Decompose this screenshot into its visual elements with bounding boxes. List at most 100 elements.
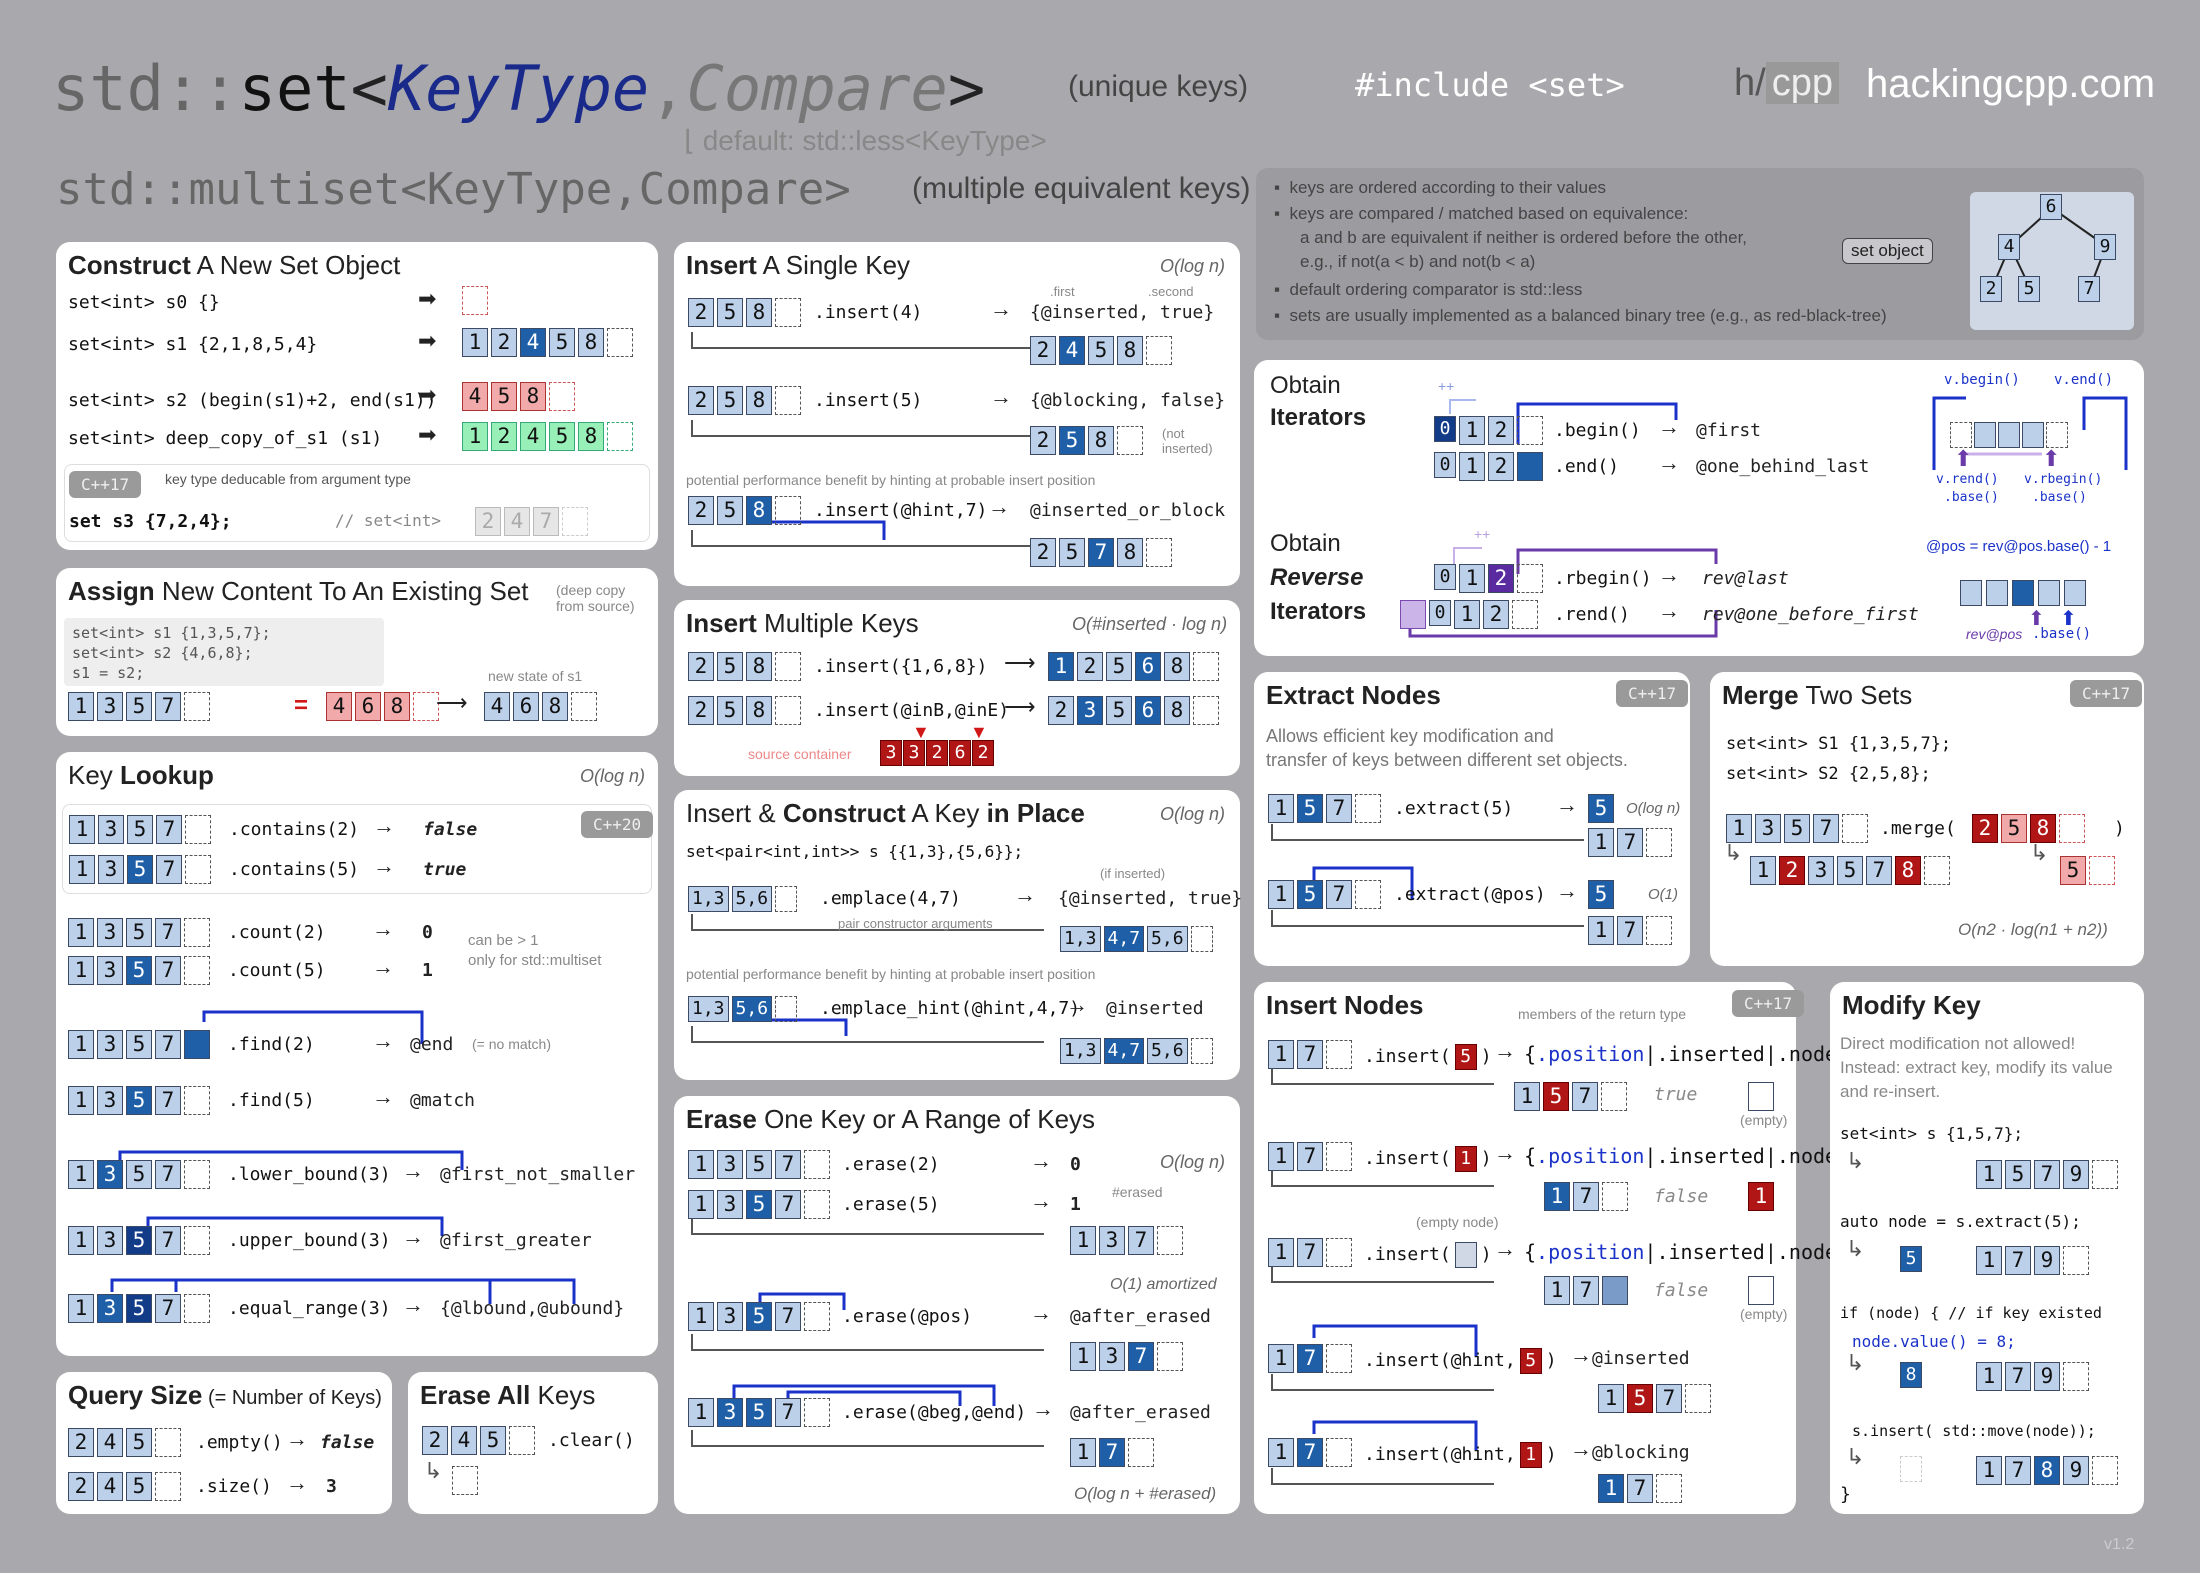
inodes-result-keys: 157. [1598, 1384, 1711, 1413]
insert-4-result: {@inserted, true} [1030, 302, 1215, 323]
assign-title-rest: New Content To An Existing Set [154, 576, 529, 606]
title-std: std:: [52, 52, 239, 125]
merge-s2-result: 5 [2060, 856, 2115, 885]
end-slot: . [155, 1472, 181, 1501]
erase-range-complexity: O(log n + #erased) [1074, 1484, 1217, 1503]
key: 7 [155, 918, 181, 947]
modify-title: Modify Key [1842, 990, 1981, 1021]
count-5-result: 1 [422, 960, 433, 981]
iter-arrows [1408, 396, 2128, 638]
cpp20-badge: C++20 [581, 811, 654, 838]
assign-title-bold: Assign [68, 576, 155, 606]
key: 1 [68, 1086, 94, 1115]
inodes-result-keys: 17. [1544, 1276, 1628, 1305]
arrow-icon: → [1494, 1236, 1516, 1261]
if-inserted-note: (if inserted) [1100, 866, 1166, 881]
erase-5-code: .erase(5) [842, 1194, 940, 1215]
key: 4 [520, 422, 546, 451]
merge-close: ) [2114, 818, 2125, 839]
key: 2 [926, 740, 948, 766]
modify-keys: 179. [1976, 1246, 2089, 1275]
end-slot: . [571, 692, 597, 721]
tree-node: 2 [1980, 276, 2002, 302]
erase-title: Erase One Key or A Range of Keys [686, 1104, 1095, 1135]
arrow-icon: → [1030, 1148, 1052, 1173]
emplace-keys: 1,35,6. [688, 886, 798, 912]
end-slot: . [184, 956, 210, 985]
end-slot: . [184, 918, 210, 947]
extract-result-keys: 17. [1588, 916, 1672, 945]
lookup-arrows [110, 1010, 576, 1304]
version-label: v1.2 [2104, 1536, 2135, 1553]
find-2-result: @end [410, 1034, 454, 1055]
end-slot [413, 692, 439, 721]
end-slot: . [184, 1294, 210, 1323]
key: 1 [68, 1160, 94, 1189]
insert-title-bold: Insert [686, 250, 757, 280]
arrow-icon: ➡ [418, 328, 437, 353]
key: 1 [1459, 564, 1485, 593]
count-2-result: 0 [422, 922, 433, 943]
emplace-hint-result: @inserted [1106, 998, 1204, 1019]
insert-hint-node-result: @inserted [1592, 1348, 1690, 1369]
arrow-icon: → [1658, 414, 1680, 439]
title-keytype: KeyType [387, 52, 650, 125]
inodes-arrows [1271, 1066, 1494, 1485]
arrow-icon: → [372, 916, 394, 941]
construct-title-rest: A New Set Object [190, 250, 401, 280]
modify-desc-3: and re-insert. [1840, 1082, 1941, 1101]
erased-note: #erased [1112, 1184, 1163, 1200]
modify-code-6: } [1840, 1484, 1851, 1505]
insert-source-keys: 258. [688, 496, 801, 525]
modify-card: Modify Key Direct modification not allow… [1830, 982, 2144, 1514]
extract-title-bold: Extract Nodes [1266, 680, 1441, 710]
key: 1 [68, 918, 94, 947]
member-inserted: .inserted [1656, 1042, 1765, 1066]
second-label: .second [1148, 284, 1194, 299]
info-bullet-1: ▪ keys are ordered according to their va… [1274, 178, 1607, 197]
count-note-2: only for std::multiset [468, 952, 602, 969]
include-label: #include <set> [1355, 66, 1625, 104]
arrow-icon: → [1658, 450, 1680, 475]
end-slot: . [184, 1160, 210, 1189]
rend-code: .rend() [1554, 604, 1630, 625]
key: 1 [68, 1226, 94, 1255]
arrow-icon: → [372, 954, 394, 979]
erase-5-result: 1 [1070, 1194, 1081, 1215]
key: 1,3 [688, 996, 729, 1022]
end-slot: . [562, 507, 588, 536]
insert-card: Insert A Single Key O(log n) 258. .inser… [674, 242, 1240, 586]
key: 3 [880, 740, 902, 766]
emplace-t3: A Key [905, 798, 987, 828]
merge-code-1: set<int> S1 {1,3,5,7}; [1726, 734, 1952, 754]
insert-hint-result: @inserted_or_block [1030, 500, 1226, 521]
key: 4 [97, 1472, 123, 1501]
insert-source-keys: 258. [688, 386, 801, 415]
modify-code-3: if (node) { // if key existed [1840, 1304, 2102, 1322]
key: 2 [68, 1472, 94, 1501]
key: 7 [156, 815, 182, 844]
empty-node: . [1748, 1276, 1774, 1305]
end-slot: . [452, 1466, 478, 1495]
begin-code: .begin() [1554, 420, 1641, 441]
extract-title: Extract Nodes [1266, 680, 1441, 711]
key: 5 [491, 382, 517, 411]
end-slot: . [184, 1030, 210, 1059]
emplace-t4: in Place [986, 798, 1085, 828]
up-arrow-icon: ⬆ [2028, 608, 2045, 630]
key: 2 [1488, 564, 1514, 593]
key: 7 [155, 1294, 181, 1323]
iter-keys: 012. [1434, 416, 1543, 445]
site-name[interactable]: hackingcpp.com [1866, 62, 2156, 106]
emplace-t2: Construct [782, 798, 906, 828]
arrow-icon: → [1556, 792, 1578, 817]
